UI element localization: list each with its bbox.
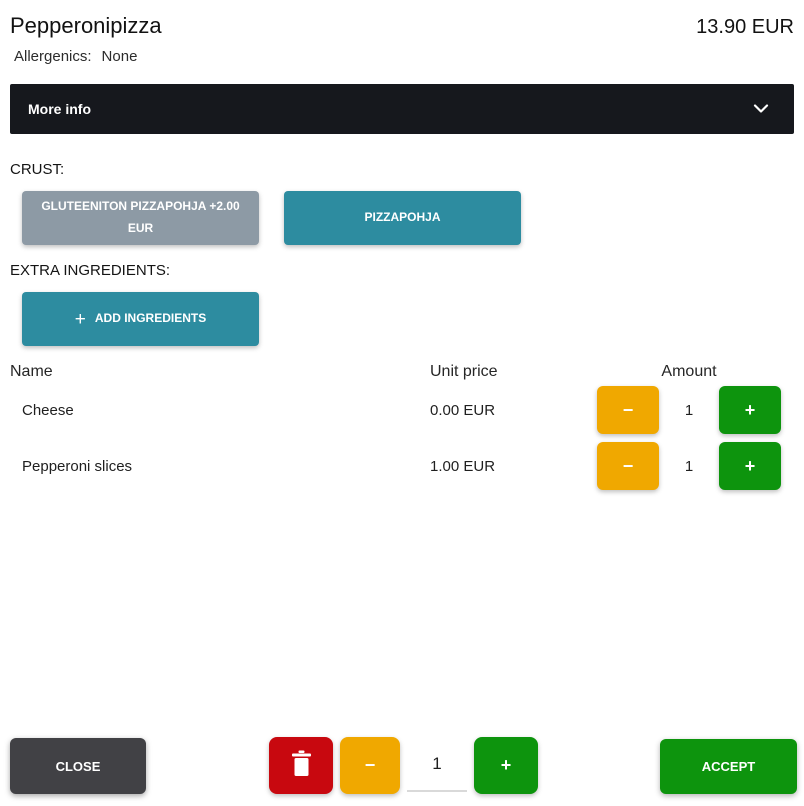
close-button[interactable]: CLOSE <box>10 738 146 794</box>
ingredients-table: Name Unit price Amount Cheese 0.00 EUR −… <box>0 362 804 494</box>
more-info-label: More info <box>28 101 91 117</box>
ingredient-amount-controls: − 1 + <box>597 442 781 490</box>
allergenics-value: None <box>101 48 138 65</box>
quantity-plus-button[interactable]: + <box>474 737 538 794</box>
allergenics-line: Allergenics: None <box>14 48 804 65</box>
ingredient-amount-controls: − 1 + <box>597 386 781 434</box>
crust-section-label: CRUST: <box>10 161 65 178</box>
quantity-minus-button[interactable]: − <box>340 737 400 794</box>
table-row: Cheese 0.00 EUR − 1 + <box>0 382 804 438</box>
plus-icon: + <box>74 308 86 330</box>
crust-option-pizzapohja[interactable]: PIZZAPOHJA <box>284 191 521 245</box>
column-header-amount: Amount <box>661 363 717 380</box>
add-ingredients-button[interactable]: + ADD INGREDIENTS <box>22 292 259 346</box>
dialog-footer: CLOSE − + ACCEPT <box>0 737 804 794</box>
more-info-accordion[interactable]: More info <box>10 84 794 134</box>
column-header-name: Name <box>10 363 53 380</box>
chevron-down-icon <box>753 104 769 114</box>
allergenics-label: Allergenics: <box>14 48 92 65</box>
extra-ingredients-section-label: EXTRA INGREDIENTS: <box>10 262 171 279</box>
table-header-row: Name Unit price Amount <box>0 362 804 382</box>
dialog-header: Pepperonipizza 13.90 EUR <box>0 0 804 39</box>
ingredient-name: Pepperoni slices <box>22 457 133 475</box>
ingredient-minus-button[interactable]: − <box>597 442 659 490</box>
quantity-input[interactable] <box>407 737 467 792</box>
crust-option-gluteeniton-pizzapohja[interactable]: GLUTEENITON PIZZAPOHJA +2.00 EUR <box>22 191 259 245</box>
crust-options: GLUTEENITON PIZZAPOHJA +2.00 EUR PIZZAPO… <box>22 191 804 245</box>
ingredient-amount-value: 1 <box>684 401 694 419</box>
ingredient-plus-button[interactable]: + <box>719 442 781 490</box>
ingredient-amount-value: 1 <box>684 457 694 475</box>
trash-icon <box>290 750 313 782</box>
product-price: 13.90 EUR <box>696 16 794 38</box>
table-row: Pepperoni slices 1.00 EUR − 1 + <box>0 438 804 494</box>
add-ingredients-label: ADD INGREDIENTS <box>94 311 207 326</box>
accept-button[interactable]: ACCEPT <box>660 739 797 794</box>
ingredient-unit-price: 1.00 EUR <box>430 457 496 475</box>
ingredient-plus-button[interactable]: + <box>719 386 781 434</box>
ingredient-name: Cheese <box>22 401 74 419</box>
product-title: Pepperonipizza <box>10 13 162 38</box>
column-header-unit-price: Unit price <box>430 363 498 380</box>
product-quantity-controls: − + <box>269 737 538 794</box>
ingredient-unit-price: 0.00 EUR <box>430 401 496 419</box>
ingredient-minus-button[interactable]: − <box>597 386 659 434</box>
delete-button[interactable] <box>269 737 333 794</box>
